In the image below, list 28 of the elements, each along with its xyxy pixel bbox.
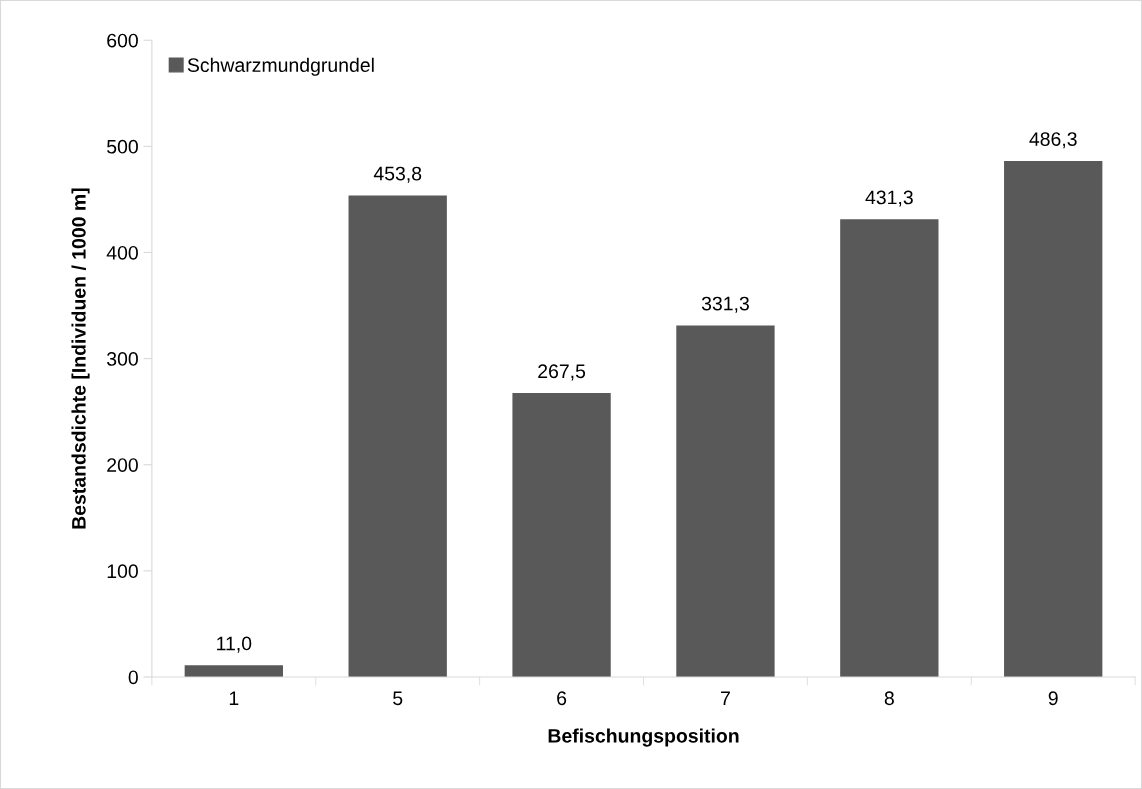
data-label: 267,5 — [538, 364, 586, 381]
x-tick-label: 5 — [393, 691, 403, 706]
bar — [348, 195, 447, 677]
legend-label: Schwarzmundgrundel — [187, 57, 374, 76]
y-tick-label: 100 — [107, 564, 138, 579]
x-tick-label: 7 — [721, 691, 730, 705]
data-label: 453,8 — [373, 166, 422, 183]
x-tick-label: 9 — [1048, 691, 1058, 706]
x-axis-title: Befischungsposition — [548, 728, 739, 747]
y-axis-title: Bestandsdichte [Individuen / 1000 m] — [71, 188, 90, 529]
bar — [184, 665, 283, 677]
data-label: 11,0 — [217, 636, 252, 653]
bar — [512, 393, 611, 677]
y-tick-label: 600 — [107, 33, 138, 48]
y-tick-label: 200 — [107, 458, 138, 472]
bar — [1004, 160, 1103, 677]
bar — [840, 219, 939, 677]
y-tick-label: 500 — [107, 139, 138, 154]
x-tick-label: 6 — [557, 691, 567, 706]
y-tick-label: 300 — [106, 352, 138, 366]
y-tick-label: 0 — [128, 670, 138, 685]
y-tick-label: 400 — [106, 245, 138, 260]
data-label: 331,3 — [701, 296, 749, 313]
data-label: 431,3 — [865, 190, 913, 207]
data-label: 486,3 — [1029, 132, 1077, 149]
x-tick-label: 8 — [884, 691, 894, 706]
x-tick-label: 1 — [229, 691, 239, 705]
bar — [676, 325, 775, 677]
